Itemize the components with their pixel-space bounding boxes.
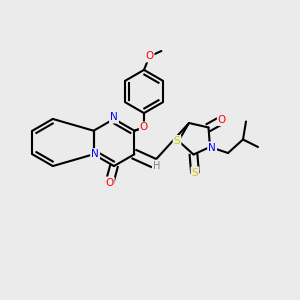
Text: O: O: [140, 122, 148, 133]
Text: N: N: [91, 149, 99, 159]
Text: H: H: [153, 161, 160, 171]
Text: O: O: [218, 115, 226, 125]
Text: S: S: [174, 136, 180, 146]
Text: O: O: [145, 51, 154, 62]
Text: N: N: [110, 112, 118, 122]
Text: O: O: [105, 178, 114, 188]
Text: S: S: [192, 167, 198, 178]
Text: N: N: [208, 142, 216, 153]
